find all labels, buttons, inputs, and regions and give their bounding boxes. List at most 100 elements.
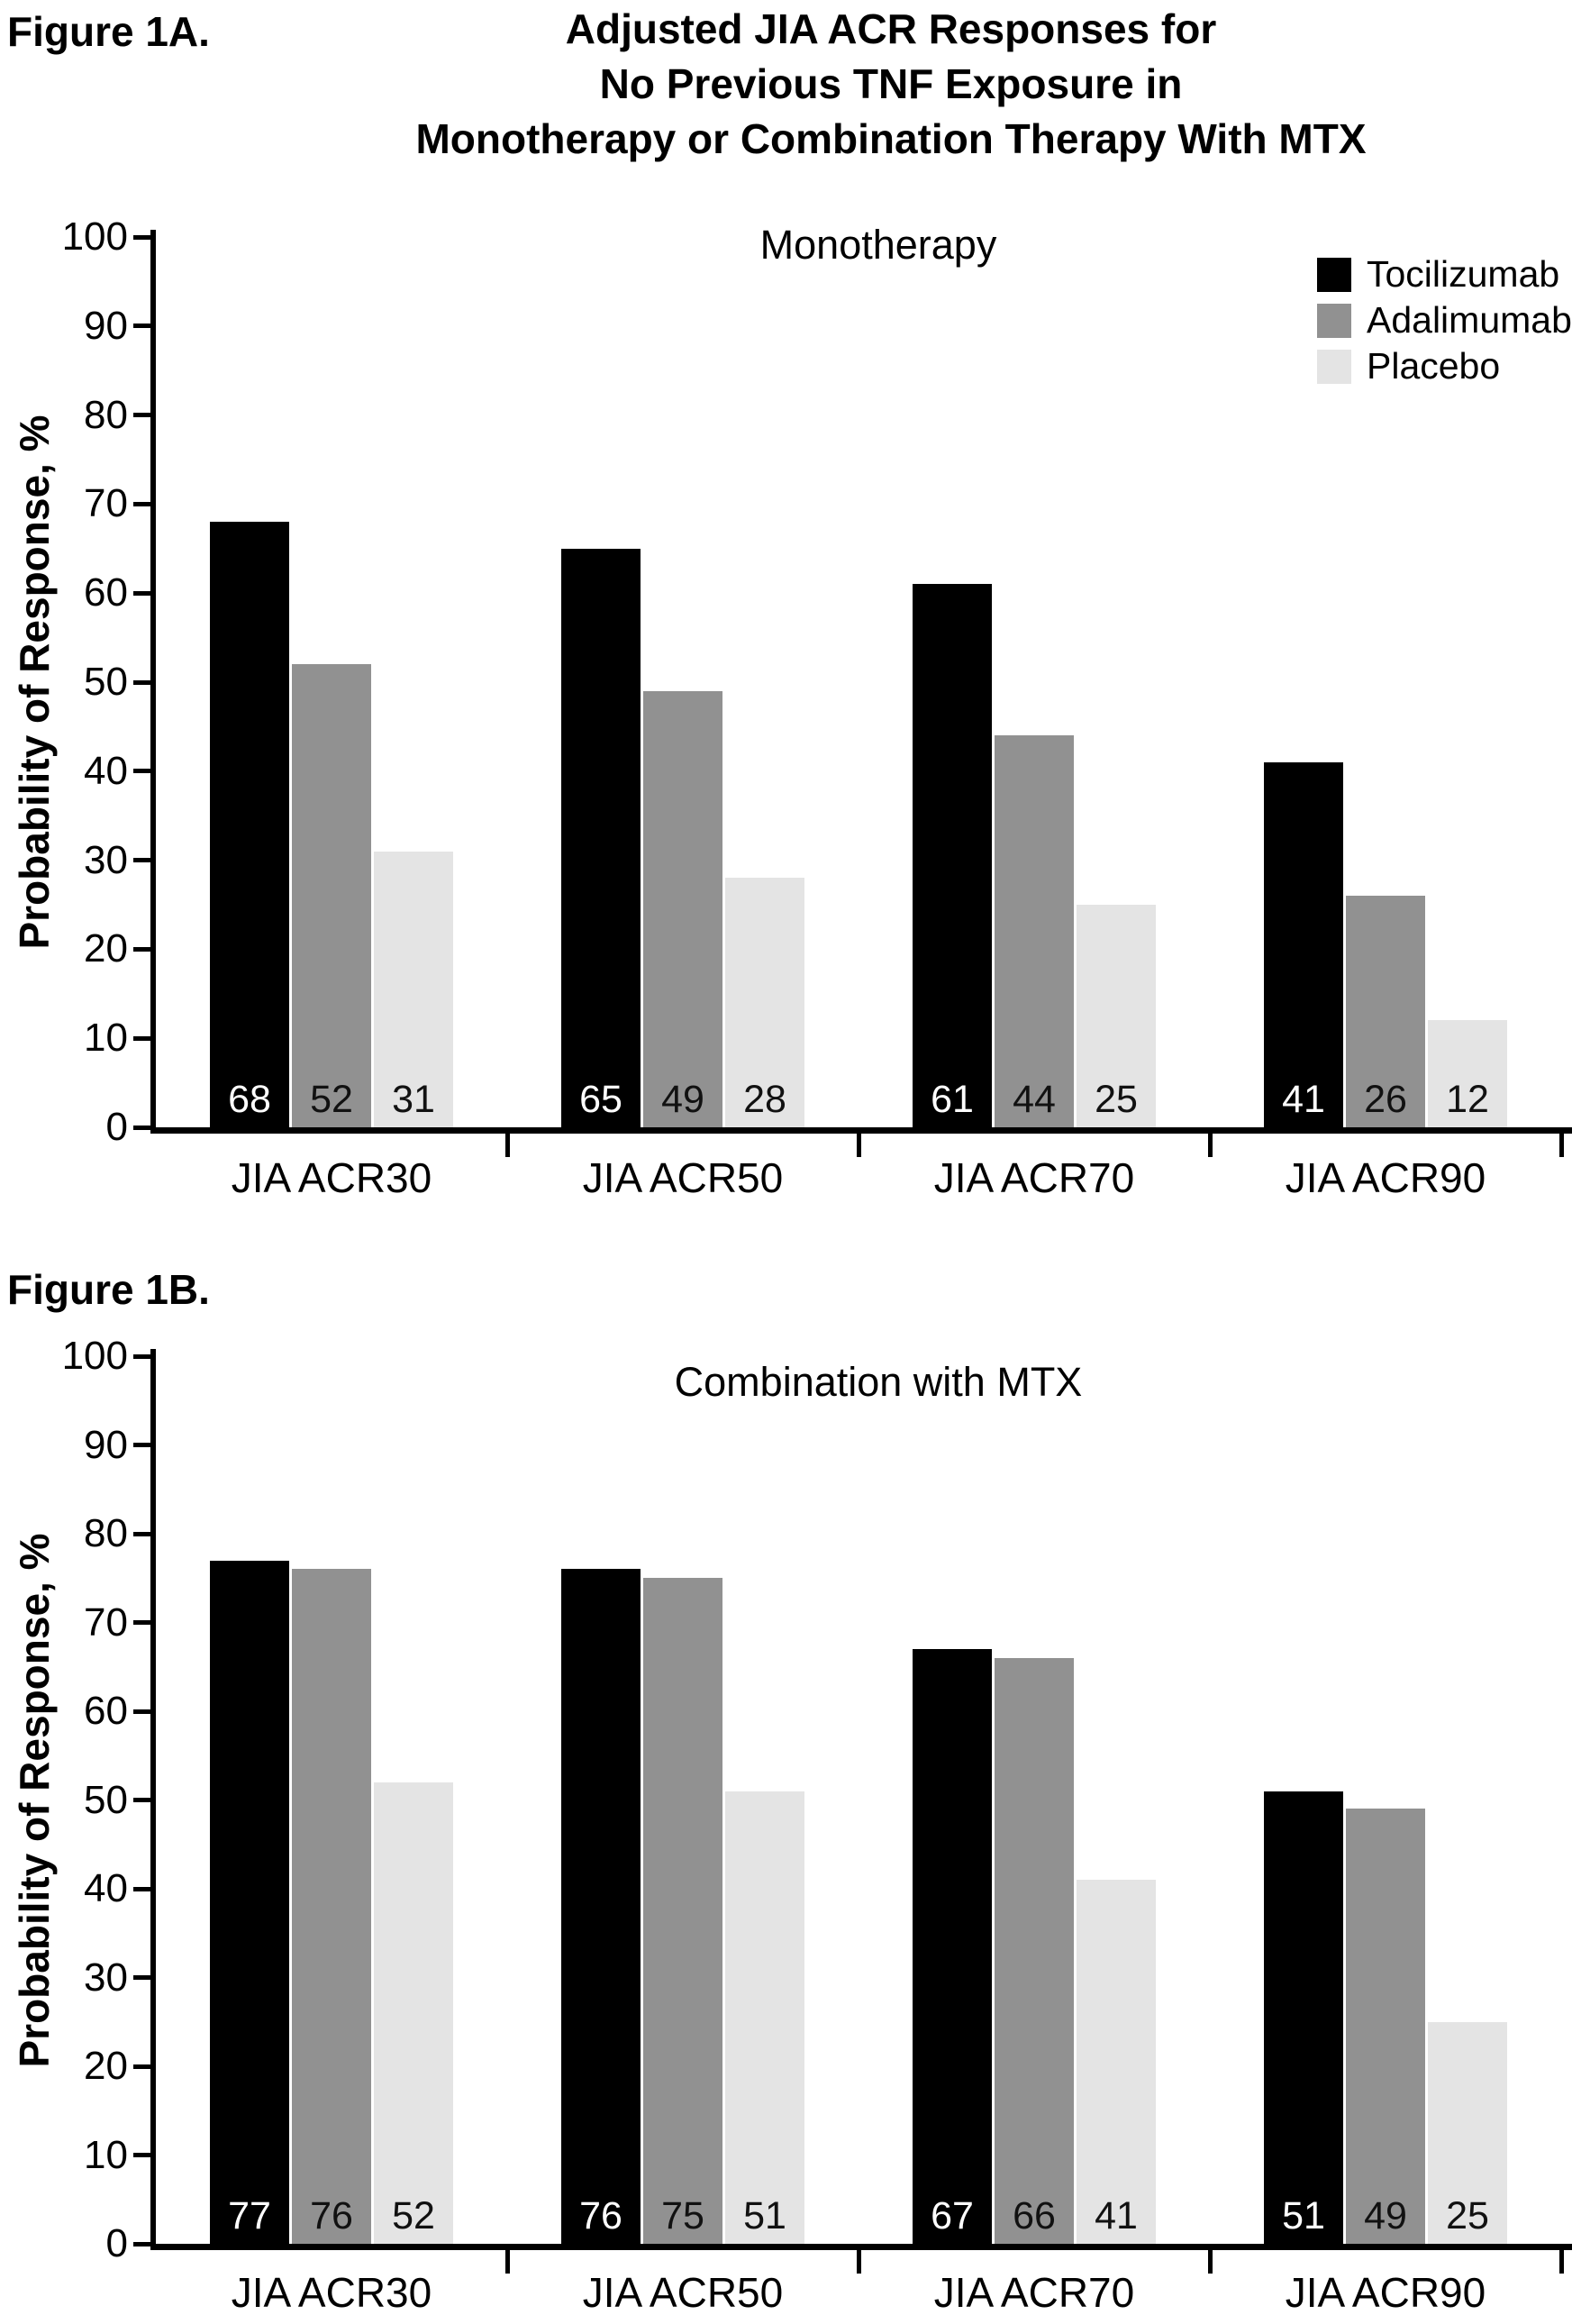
x-axis-tick xyxy=(856,1134,861,1157)
y-axis-tick-label: 20 xyxy=(84,926,128,971)
category-label-jia-acr70: JIA ACR70 xyxy=(933,1154,1135,1201)
bar-value-label: 49 xyxy=(661,1077,704,1121)
bar-adalimumab-jia-acr70: 44 xyxy=(995,735,1074,1127)
bar-adalimumab-jia-acr30: 76 xyxy=(292,1569,371,2244)
y-axis-tick xyxy=(133,1886,151,1891)
bar-value-label: 52 xyxy=(392,2193,435,2237)
category-label-jia-acr30: JIA ACR30 xyxy=(231,2269,432,2316)
bar-value-label: 41 xyxy=(1282,1077,1325,1121)
bar-value-label: 76 xyxy=(310,2193,353,2237)
bar-value-label: 26 xyxy=(1364,1077,1407,1121)
y-axis-tick xyxy=(133,769,151,774)
x-axis-tick xyxy=(504,2250,510,2274)
y-axis-tick-label: 60 xyxy=(84,570,128,615)
y-axis-tick xyxy=(133,1035,151,1041)
bar-placebo-jia-acr90: 25 xyxy=(1428,2021,1507,2244)
x-axis-tick xyxy=(1558,2250,1564,2274)
bar-value-label: 68 xyxy=(228,1077,271,1121)
y-axis-tick xyxy=(133,2064,151,2069)
y-axis-tick-label: 30 xyxy=(84,837,128,882)
bar-tocilizumab-jia-acr50: 76 xyxy=(561,1569,641,2244)
x-axis-line xyxy=(150,2244,1572,2250)
bar-adalimumab-jia-acr50: 49 xyxy=(643,690,722,1127)
bar-value-label: 41 xyxy=(1095,2193,1138,2237)
bar-placebo-jia-acr90: 12 xyxy=(1428,1020,1507,1127)
category-label-jia-acr50: JIA ACR50 xyxy=(582,2269,784,2316)
x-axis-tick xyxy=(1207,2250,1213,2274)
y-axis-tick xyxy=(133,1443,151,1447)
bar-tocilizumab-jia-acr30: 77 xyxy=(210,1560,289,2244)
y-axis-tick-label: 10 xyxy=(84,2132,128,2177)
bar-tocilizumab-jia-acr90: 51 xyxy=(1264,1791,1343,2244)
y-axis-tick-label: 50 xyxy=(84,1777,128,1822)
bar-adalimumab-jia-acr50: 75 xyxy=(643,1578,722,2244)
y-axis-tick-label: 40 xyxy=(84,1866,128,1910)
y-axis-tick xyxy=(133,590,151,596)
legend-row-adalimumab: Adalimumab xyxy=(1317,297,1572,343)
main-title-line-3: Monotherapy or Combination Therapy With … xyxy=(415,115,1367,162)
bar-value-label: 77 xyxy=(228,2193,271,2237)
bar-value-label: 51 xyxy=(743,2193,786,2237)
bar-value-label: 76 xyxy=(579,2193,622,2237)
bar-adalimumab-jia-acr70: 66 xyxy=(995,1657,1074,2244)
bar-value-label: 66 xyxy=(1013,2193,1056,2237)
bar-value-label: 25 xyxy=(1446,2194,1489,2237)
bar-value-label: 67 xyxy=(931,2193,974,2237)
y-axis-tick xyxy=(133,1975,151,1980)
bar-value-label: 75 xyxy=(661,2194,704,2237)
bar-value-label: 49 xyxy=(1364,2193,1407,2237)
y-axis-tick-label: 10 xyxy=(84,1016,128,1061)
category-label-jia-acr70: JIA ACR70 xyxy=(933,2269,1135,2316)
main-title-line-1: Adjusted JIA ACR Responses for xyxy=(565,5,1217,52)
y-axis-tick-label: 0 xyxy=(105,2221,128,2265)
y-axis-tick xyxy=(133,1125,151,1130)
main-title-line-2: No Previous TNF Exposure in xyxy=(599,60,1183,107)
y-axis-line xyxy=(150,1349,156,2250)
x-axis-tick xyxy=(1207,1134,1213,1157)
category-label-jia-acr50: JIA ACR50 xyxy=(582,1154,784,1201)
legend-label-placebo: Placebo xyxy=(1367,345,1501,387)
figure-1a-label: Figure 1A. xyxy=(7,8,210,55)
y-axis-tick-label: 90 xyxy=(84,1422,128,1467)
figure-1b-label: Figure 1B. xyxy=(7,1266,210,1313)
bar-value-label: 25 xyxy=(1095,1078,1138,1121)
bar-tocilizumab-jia-acr90: 41 xyxy=(1264,761,1343,1127)
y-axis-tick-label: 100 xyxy=(61,1334,128,1378)
y-axis-tick xyxy=(133,2153,151,2157)
x-axis-tick xyxy=(504,1134,510,1157)
bar-placebo-jia-acr50: 28 xyxy=(725,878,804,1127)
y-axis-tick-label: 70 xyxy=(84,1599,128,1645)
y-axis-tick xyxy=(133,2241,151,2247)
bar-value-label: 61 xyxy=(931,1077,974,1121)
panel-a-title: Monotherapy xyxy=(759,222,997,268)
y-axis-tick-label: 30 xyxy=(84,1955,128,2000)
y-axis-tick-label: 60 xyxy=(84,1689,128,1733)
y-axis-tick xyxy=(133,1709,151,1714)
bar-value-label: 52 xyxy=(310,1077,353,1121)
y-axis-tick-label: 80 xyxy=(84,1511,128,1555)
bar-value-label: 65 xyxy=(579,1077,622,1121)
legend-row-tocilizumab: Tocilizumab xyxy=(1317,251,1572,297)
bar-placebo-jia-acr70: 41 xyxy=(1077,1880,1156,2244)
y-axis-tick xyxy=(133,1531,151,1536)
bar-adalimumab-jia-acr90: 26 xyxy=(1346,896,1425,1127)
bar-value-label: 28 xyxy=(743,1077,786,1121)
bar-tocilizumab-jia-acr50: 65 xyxy=(561,548,641,1127)
y-axis-tick xyxy=(133,501,151,506)
bar-placebo-jia-acr30: 31 xyxy=(374,851,453,1127)
y-axis-tick-label: 80 xyxy=(84,392,128,437)
y-axis-tick-label: 70 xyxy=(84,481,128,526)
bar-tocilizumab-jia-acr30: 68 xyxy=(210,522,289,1127)
y-axis-tick xyxy=(133,324,151,329)
bar-value-label: 12 xyxy=(1446,1077,1489,1121)
y-axis-tick-label: 40 xyxy=(84,748,128,793)
y-axis-tick-label: 20 xyxy=(84,2044,128,2088)
bar-placebo-jia-acr70: 25 xyxy=(1077,905,1156,1127)
y-axis-tick-label: 90 xyxy=(84,303,128,348)
legend-label-adalimumab: Adalimumab xyxy=(1367,299,1572,341)
category-label-jia-acr30: JIA ACR30 xyxy=(231,1154,432,1201)
y-axis-tick xyxy=(133,946,151,952)
bar-placebo-jia-acr50: 51 xyxy=(725,1791,804,2244)
y-axis-tick xyxy=(133,1353,151,1359)
adalimumab-swatch-icon xyxy=(1317,303,1351,338)
